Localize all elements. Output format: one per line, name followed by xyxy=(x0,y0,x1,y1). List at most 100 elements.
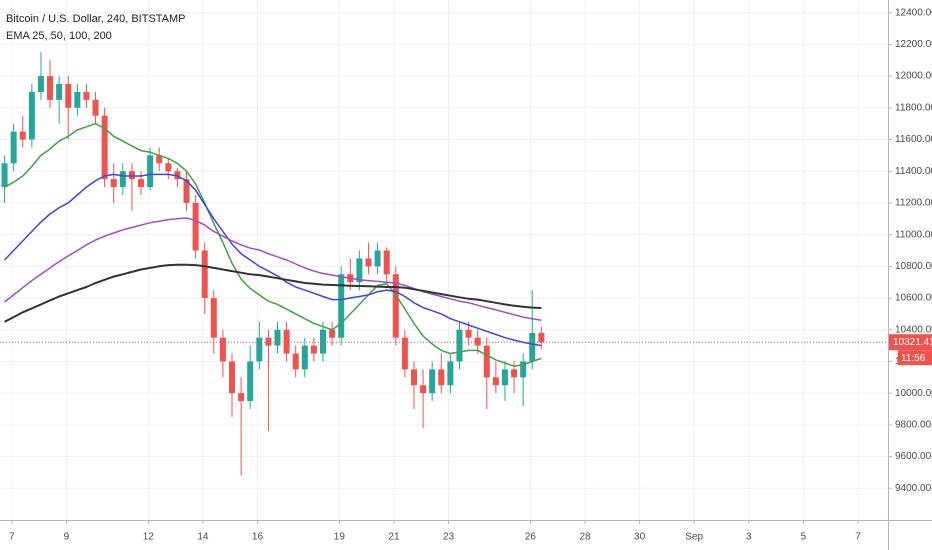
candle-body xyxy=(283,329,290,354)
y-tick-label: 9600.00 xyxy=(895,451,932,462)
x-tick-label: 19 xyxy=(334,532,346,543)
candle-body xyxy=(310,345,317,354)
candle-body xyxy=(465,329,472,338)
candle-body xyxy=(374,250,381,267)
candle-body xyxy=(192,202,199,251)
candle-body xyxy=(274,329,281,346)
x-tick-label: 7 xyxy=(855,532,861,543)
candle-body xyxy=(219,337,226,362)
x-tick-label: 14 xyxy=(197,532,209,543)
candle-body xyxy=(165,163,172,172)
candle-body xyxy=(338,274,345,338)
candle-body xyxy=(74,91,81,108)
x-tick-label: 28 xyxy=(579,532,591,543)
candle-body xyxy=(28,91,35,140)
candle-body xyxy=(201,250,208,299)
candle-body xyxy=(501,369,508,386)
candle-body xyxy=(183,179,190,203)
candle-body xyxy=(229,361,236,394)
x-tick-label: Sep xyxy=(685,532,703,543)
y-tick-label: 10400.00 xyxy=(895,324,932,335)
candle-body xyxy=(529,332,536,362)
x-tick-label: 21 xyxy=(388,532,400,543)
candle-body xyxy=(56,84,63,100)
candle-body xyxy=(83,91,90,100)
candle-body xyxy=(520,361,527,378)
candle-body xyxy=(174,171,181,180)
candle-body xyxy=(401,337,408,370)
y-tick-label: 9800.00 xyxy=(895,420,932,431)
candle-body xyxy=(119,171,126,188)
axes-layer: 9400.009600.009800.0010000.0010200.00104… xyxy=(9,7,932,543)
candle-body xyxy=(265,337,272,346)
candle-body xyxy=(10,131,17,164)
y-tick-label: 12200.00 xyxy=(895,39,932,50)
candle-body xyxy=(365,258,372,267)
x-tick-label: 5 xyxy=(801,532,807,543)
candle-body xyxy=(511,369,518,378)
y-tick-label: 11600.00 xyxy=(895,134,932,145)
candle-body xyxy=(329,329,336,338)
chart-title: Bitcoin / U.S. Dollar, 240, BITSTAMP xyxy=(6,13,186,25)
candle-body xyxy=(438,369,445,386)
candle-body xyxy=(128,171,135,180)
candle-body xyxy=(101,115,108,180)
candle-body xyxy=(138,179,145,188)
candle-body xyxy=(65,84,72,108)
countdown-label: 11:56 xyxy=(901,353,926,364)
candle-body xyxy=(238,393,245,402)
candle-body xyxy=(319,329,326,354)
candle-body xyxy=(492,377,499,386)
last-price-box xyxy=(889,334,932,351)
candle-body xyxy=(256,337,263,362)
candle-body xyxy=(483,345,490,378)
last-price-label: 10321.41 xyxy=(893,337,932,348)
candle-body xyxy=(392,274,399,338)
candle-body xyxy=(1,163,8,188)
y-tick-label: 11800.00 xyxy=(895,102,932,113)
candle-body xyxy=(356,258,363,283)
candle-body xyxy=(92,99,99,116)
x-tick-label: 12 xyxy=(143,532,155,543)
candle-body xyxy=(156,155,163,164)
candle-body xyxy=(301,345,308,370)
y-tick-label: 12000.00 xyxy=(895,71,932,82)
candle-body xyxy=(447,361,454,386)
x-tick-label: 16 xyxy=(252,532,264,543)
candle-body xyxy=(247,361,254,402)
marks-layer xyxy=(0,52,888,476)
candle-body xyxy=(110,179,117,188)
ema-line xyxy=(4,122,542,367)
candle-body xyxy=(37,76,44,92)
x-tick-label: 30 xyxy=(634,532,646,543)
x-tick-label: 3 xyxy=(746,532,752,543)
candle-body xyxy=(429,369,436,394)
y-tick-label: 11400.00 xyxy=(895,166,932,177)
x-tick-label: 23 xyxy=(443,532,455,543)
indicator-label: EMA 25, 50, 100, 200 xyxy=(6,30,112,42)
y-tick-label: 9400.00 xyxy=(895,483,932,494)
candle-body xyxy=(410,369,417,386)
ema-line xyxy=(3,173,542,347)
x-tick-label: 7 xyxy=(9,532,15,543)
y-tick-label: 10000.00 xyxy=(895,388,932,399)
y-tick-label: 12400.00 xyxy=(895,7,932,18)
candle-body xyxy=(210,298,217,338)
candle-body xyxy=(292,353,299,370)
candle-body xyxy=(147,155,154,188)
candle-body xyxy=(47,76,54,100)
candle-body xyxy=(19,131,26,140)
y-tick-label: 11200.00 xyxy=(895,198,932,209)
y-tick-label: 10800.00 xyxy=(895,261,932,272)
candle-body xyxy=(538,332,545,343)
ema-line xyxy=(4,263,542,323)
candle-body xyxy=(383,250,390,275)
x-tick-label: 9 xyxy=(64,532,70,543)
countdown-box xyxy=(898,350,932,366)
candle-body xyxy=(420,385,427,394)
y-tick-label: 11000.00 xyxy=(895,229,932,240)
candle-body xyxy=(474,337,481,346)
y-tick-label: 10600.00 xyxy=(895,293,932,304)
